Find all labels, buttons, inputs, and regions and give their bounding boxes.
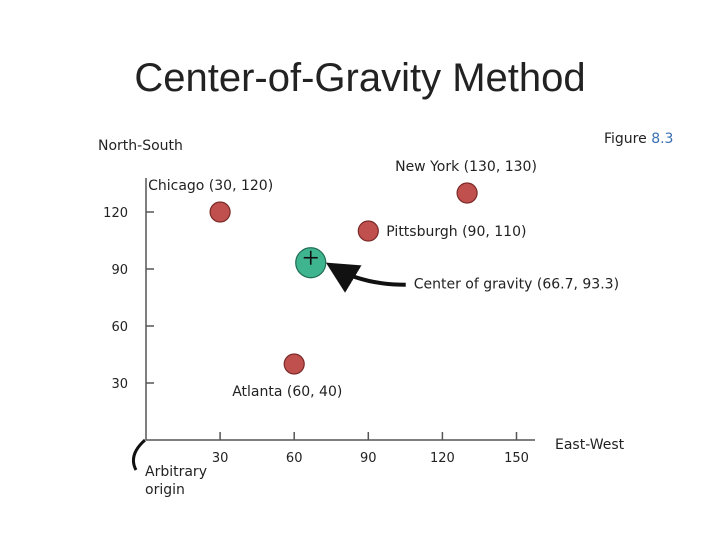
axis-ticks: 30 60 90 120 150 30 60 90 120 (103, 206, 529, 466)
city-marker (357, 220, 379, 242)
city-label: Atlanta (60, 40) (232, 384, 342, 400)
figure-label: Figure 8.3 (604, 131, 673, 147)
figure-word: Figure (604, 131, 647, 147)
x-axis-label: East-West (555, 437, 625, 453)
origin-label-line-2: origin (145, 482, 185, 498)
y-tick-label: 90 (111, 263, 128, 278)
center-arrow (325, 262, 406, 293)
city-label: Pittsburgh (90, 110) (386, 224, 526, 240)
center-of-gravity-label: Center of gravity (66.7, 93.3) (414, 277, 619, 293)
city-label: New York (130, 130) (395, 159, 537, 175)
y-tick-label: 120 (103, 206, 128, 221)
x-tick-label: 90 (360, 451, 377, 466)
y-axis-label: North-South (98, 138, 183, 154)
x-tick-label: 30 (212, 451, 229, 466)
city-marker (283, 353, 305, 375)
y-tick-label: 60 (111, 320, 128, 335)
city-label: Chicago (30, 120) (148, 178, 273, 194)
x-tick-label: 60 (286, 451, 303, 466)
figure-number: 8.3 (651, 131, 673, 147)
x-tick-label: 150 (504, 451, 529, 466)
data-points: Chicago (30, 120) New York (130, 130) Pitt… (148, 159, 619, 400)
origin-bracket (132, 438, 147, 471)
origin-label-line-1: Arbitrary (145, 464, 207, 480)
y-tick-label: 30 (111, 377, 128, 392)
city-marker (209, 201, 231, 223)
x-tick-label: 120 (430, 451, 455, 466)
city-marker (456, 182, 478, 204)
slide-title: Center-of-Gravity Method (134, 56, 586, 100)
